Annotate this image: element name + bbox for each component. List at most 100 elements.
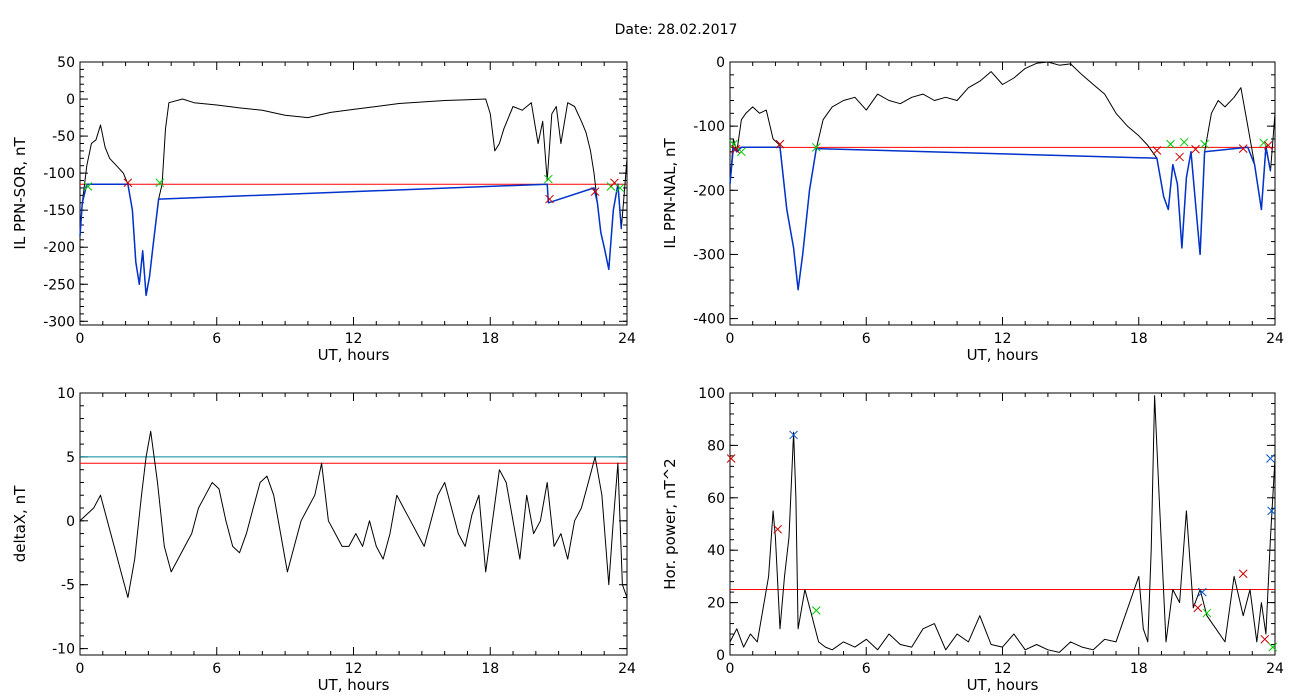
cross-marker-stroke bbox=[729, 139, 738, 149]
y-tick-label: 0 bbox=[66, 514, 75, 530]
y-tick-label: 0 bbox=[716, 55, 725, 71]
panel-hor-power: 0 6 12 18 24 100 80 60 40 20 0 UT, hours Hor. power,… bbox=[661, 386, 1284, 694]
cross-marker bbox=[789, 430, 798, 440]
series-line bbox=[79, 183, 623, 297]
cross-marker bbox=[544, 174, 553, 184]
y-axis-label: Hor. power, nT^2 bbox=[661, 458, 679, 589]
x-axis-label: UT, hours bbox=[318, 676, 390, 694]
plot-frame bbox=[729, 61, 1276, 326]
y-tick-label: -200 bbox=[43, 240, 75, 256]
cross-marker-stroke bbox=[1191, 144, 1200, 154]
cross-marker bbox=[1202, 608, 1212, 618]
cross-marker-stroke bbox=[1175, 152, 1184, 162]
cross-marker bbox=[83, 182, 93, 191]
series-line bbox=[79, 98, 628, 296]
y-tick-label: 80 bbox=[707, 438, 725, 454]
cross-marker bbox=[1260, 634, 1270, 644]
y-tick-label: -250 bbox=[43, 277, 75, 293]
cross-marker-stroke bbox=[731, 144, 741, 154]
cross-marker-stroke bbox=[1179, 137, 1189, 147]
cross-marker bbox=[1238, 569, 1248, 579]
cross-marker bbox=[1191, 144, 1200, 154]
cross-marker bbox=[545, 194, 554, 204]
x-tick-label: 6 bbox=[862, 331, 871, 347]
cross-marker-stroke bbox=[545, 194, 554, 204]
x-tick-label: 24 bbox=[1266, 331, 1284, 347]
cross-marker bbox=[1263, 141, 1273, 150]
x-tick-label: 6 bbox=[212, 661, 221, 677]
y-tick-label: -150 bbox=[43, 203, 75, 219]
cross-marker-stroke bbox=[775, 139, 785, 149]
cross-marker bbox=[1266, 454, 1275, 463]
cross-marker bbox=[811, 142, 821, 152]
cross-marker-stroke bbox=[1268, 642, 1278, 652]
cross-marker bbox=[1166, 139, 1175, 149]
cross-marker bbox=[773, 524, 783, 534]
cross-marker-stroke bbox=[1263, 141, 1273, 150]
x-tick-label: 6 bbox=[862, 661, 871, 677]
panel-deltax: 0 6 12 18 24 10 5 0 -5 -10 UT, hours deltaX, nT bbox=[11, 386, 636, 694]
y-tick-label: 0 bbox=[66, 92, 75, 108]
y-axis-label: IL PPN-NAL, nT bbox=[661, 138, 679, 249]
y-tick-label: -300 bbox=[693, 247, 725, 263]
cross-marker-stroke bbox=[773, 524, 783, 534]
cross-marker bbox=[1175, 152, 1184, 162]
x-tick-label: 0 bbox=[76, 661, 85, 677]
y-tick-label: -200 bbox=[693, 183, 725, 199]
cross-marker bbox=[731, 144, 741, 154]
cross-marker-stroke bbox=[1202, 608, 1212, 618]
y-tick-label: 60 bbox=[707, 491, 725, 507]
x-tick-label: 24 bbox=[618, 331, 636, 347]
cross-marker bbox=[1238, 144, 1248, 153]
cross-marker bbox=[811, 606, 821, 615]
figure-title: Date: 28.02.2017 bbox=[615, 22, 738, 38]
y-tick-label: -300 bbox=[43, 314, 75, 330]
x-tick-label: 12 bbox=[994, 331, 1012, 347]
cross-marker-stroke bbox=[789, 430, 798, 440]
x-tick-label: 12 bbox=[345, 331, 363, 347]
x-axis-label: UT, hours bbox=[318, 346, 390, 364]
panel-il-ppn-sor: 0 6 12 18 24 50 0 -50 -100 -150 -200 -250 -300 UT, ho… bbox=[11, 55, 636, 364]
cross-marker bbox=[726, 454, 736, 463]
cross-marker bbox=[1193, 603, 1203, 613]
y-tick-label: -100 bbox=[43, 166, 75, 182]
panel-il-ppn-nal: 0 6 12 18 24 0 -100 -200 -300 -400 UT, hours IL PPN… bbox=[661, 55, 1284, 364]
x-tick-label: 24 bbox=[618, 661, 636, 677]
cross-marker-stroke bbox=[811, 606, 821, 615]
x-tick-label: 12 bbox=[345, 661, 363, 677]
y-tick-label: -400 bbox=[693, 312, 725, 328]
plot-frame bbox=[79, 61, 628, 326]
y-tick-label: 40 bbox=[707, 543, 725, 559]
x-tick-label: 0 bbox=[726, 331, 735, 347]
cross-marker bbox=[737, 147, 746, 157]
cross-marker bbox=[1197, 587, 1207, 597]
cross-marker bbox=[1179, 137, 1189, 147]
x-tick-label: 0 bbox=[726, 661, 735, 677]
y-tick-label: 20 bbox=[707, 596, 725, 612]
y-tick-label: 50 bbox=[57, 55, 75, 71]
cross-marker-stroke bbox=[615, 183, 625, 193]
y-tick-label: 0 bbox=[716, 648, 725, 664]
y-tick-label: -5 bbox=[61, 578, 75, 594]
series-line bbox=[729, 395, 1276, 653]
x-tick-label: 0 bbox=[76, 331, 85, 347]
y-axis-label: IL PPN-SOR, nT bbox=[11, 137, 29, 250]
y-tick-label: 5 bbox=[66, 450, 75, 466]
cross-marker-stroke bbox=[544, 174, 553, 184]
cross-marker-stroke bbox=[726, 454, 736, 463]
cross-marker-stroke bbox=[1238, 569, 1248, 579]
y-tick-label: 100 bbox=[698, 386, 725, 402]
cross-marker-stroke bbox=[737, 147, 746, 157]
cross-marker bbox=[775, 139, 785, 149]
y-tick-label: -10 bbox=[52, 642, 75, 658]
y-tick-label: -100 bbox=[693, 119, 725, 135]
x-tick-label: 18 bbox=[1130, 661, 1148, 677]
y-axis-label: deltaX, nT bbox=[11, 485, 29, 562]
series-line bbox=[729, 146, 1272, 291]
cross-marker bbox=[1152, 146, 1162, 155]
cross-marker-stroke bbox=[1260, 634, 1270, 644]
x-tick-label: 24 bbox=[1266, 661, 1284, 677]
cross-marker-stroke bbox=[1152, 146, 1162, 155]
cross-marker-stroke bbox=[1266, 454, 1275, 463]
cross-marker-stroke bbox=[1166, 139, 1175, 149]
